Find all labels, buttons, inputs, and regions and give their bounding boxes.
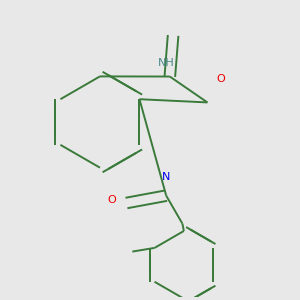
Text: N: N [162,172,170,182]
Text: NH: NH [158,58,175,68]
Text: O: O [107,195,116,205]
Text: O: O [216,74,225,84]
